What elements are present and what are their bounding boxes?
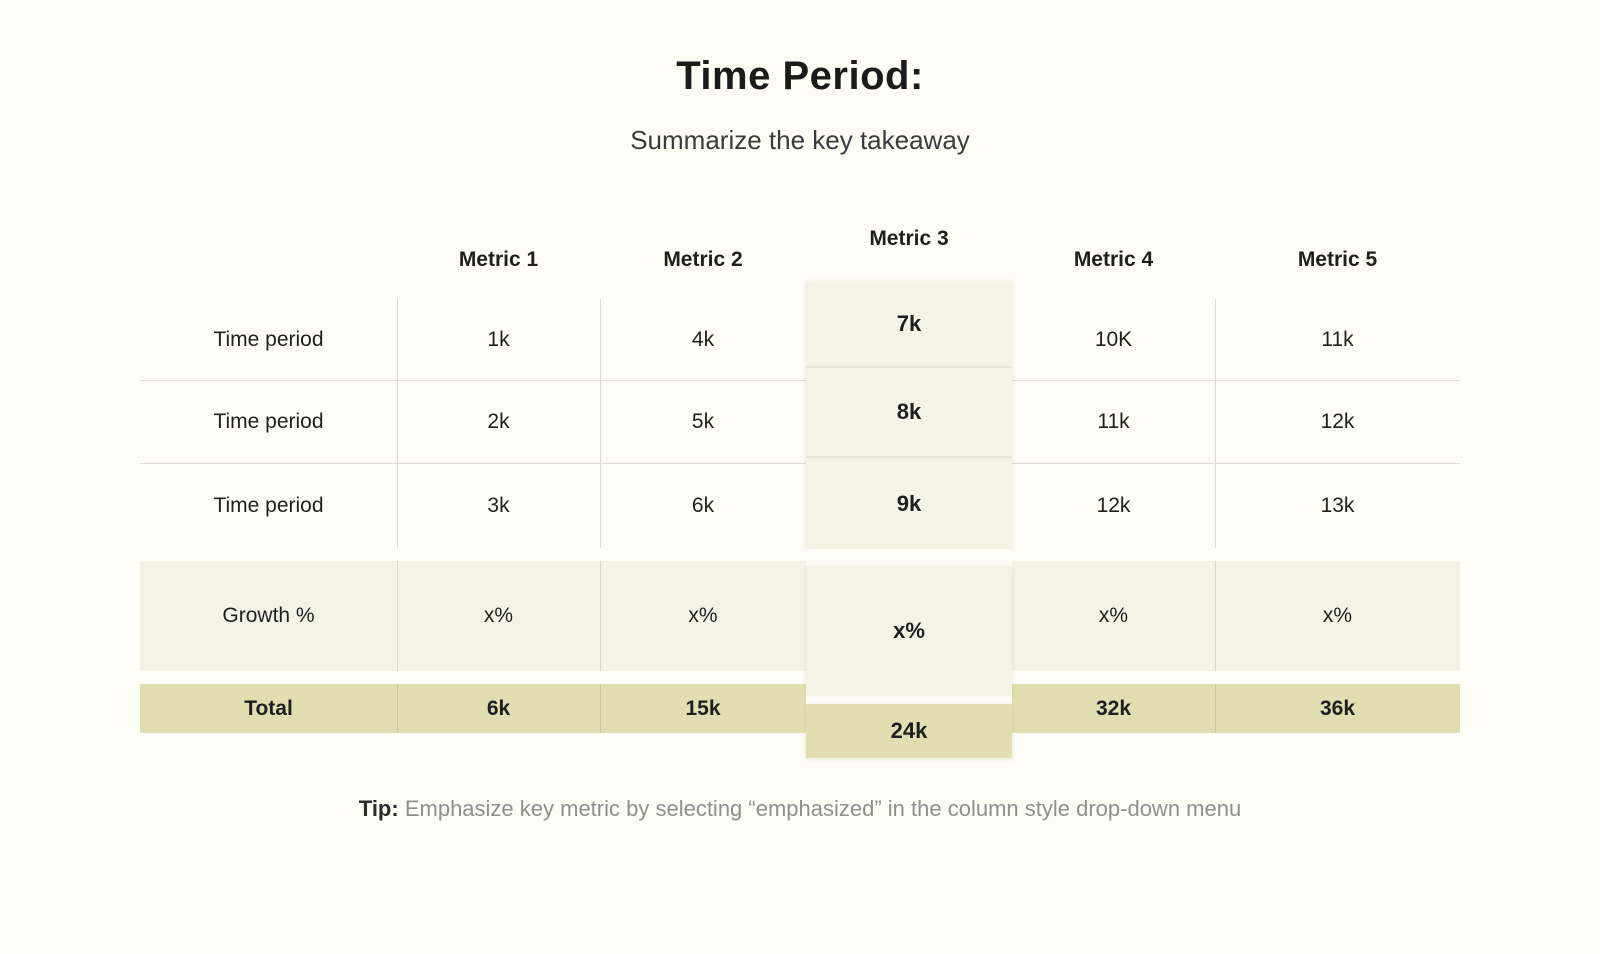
table-cell: x%	[483, 604, 514, 627]
column-divider	[397, 684, 398, 733]
table-cell: 12k	[1320, 409, 1355, 433]
tip-label: Tip:	[358, 796, 399, 821]
table-cell: 36k	[1319, 696, 1356, 720]
table-cell: 10K	[1094, 327, 1133, 351]
table-cell: 3k	[487, 493, 510, 517]
row-divider	[140, 463, 1460, 464]
table-cell: 11k	[1097, 409, 1130, 433]
column-divider	[397, 299, 398, 548]
table-cell: 11k	[1321, 327, 1354, 351]
table-cell-emphasized: 8k	[896, 399, 922, 424]
metrics-table: Metric 1 Metric 2 Metric 3 Metric 4 Metr…	[140, 216, 1460, 758]
table-cell: x%	[1098, 604, 1129, 627]
table-cell: 4k	[691, 327, 715, 351]
table-cell: 6k	[486, 696, 511, 720]
column-header-metric-3: Metric 3	[869, 227, 949, 250]
table-cell: 12k	[1096, 493, 1131, 517]
table-cell-emphasized: 9k	[896, 490, 922, 516]
column-header-metric-1: Metric 1	[458, 248, 539, 271]
table-cell: 5k	[691, 409, 715, 433]
emphasized-gap	[806, 549, 1012, 566]
column-divider	[1215, 684, 1216, 733]
page-title: Time Period:	[676, 54, 924, 98]
column-divider	[1215, 299, 1216, 548]
table-cell: 32k	[1095, 696, 1132, 720]
column-divider	[397, 561, 398, 671]
row-label: Time period	[213, 327, 324, 351]
row-label: Time period	[213, 409, 324, 433]
row-label: Growth %	[222, 604, 315, 627]
slide-canvas: Time Period: Summarize the key takeaway …	[0, 54, 1600, 954]
row-label: Time period	[213, 493, 324, 517]
column-divider	[600, 684, 601, 733]
table-cell: x%	[688, 604, 718, 627]
table-cell-emphasized: 7k	[896, 310, 922, 336]
tip-line: Tip: Emphasize key metric by selecting “…	[0, 796, 1600, 822]
table-cell: 13k	[1320, 493, 1355, 517]
table-cell-emphasized-growth: x%	[806, 566, 1012, 696]
page-subtitle: Summarize the key takeaway	[630, 125, 970, 155]
row-label: Total	[244, 696, 293, 720]
table-cell: 15k	[685, 696, 721, 720]
emphasized-cell-divider	[806, 456, 1012, 458]
row-divider	[140, 380, 1460, 381]
emphasized-column-metric-3: 7k 8k 9k x% 24k	[806, 281, 1012, 758]
column-header-metric-5: Metric 5	[1297, 248, 1378, 271]
table-cell-emphasized-total: 24k	[806, 704, 1012, 758]
emphasized-cell-divider	[806, 366, 1012, 368]
table-cell: 6k	[691, 493, 715, 517]
table-cell: x%	[1322, 604, 1353, 627]
table-cell: 2k	[487, 409, 510, 433]
total-row: Total 6k 15k 32k 36k	[140, 684, 1460, 733]
column-header-metric-2: Metric 2	[663, 248, 743, 271]
table-cell: 1k	[487, 327, 510, 351]
column-divider	[600, 299, 601, 548]
column-header-metric-4: Metric 4	[1073, 248, 1154, 271]
emphasized-data-cells: 7k 8k 9k	[806, 281, 1012, 549]
emphasized-gap	[806, 696, 1012, 704]
growth-row: Growth % x% x% x% x%	[140, 561, 1460, 671]
column-divider	[600, 561, 601, 671]
tip-text: Emphasize key metric by selecting “empha…	[404, 796, 1242, 821]
column-divider	[1215, 561, 1216, 671]
